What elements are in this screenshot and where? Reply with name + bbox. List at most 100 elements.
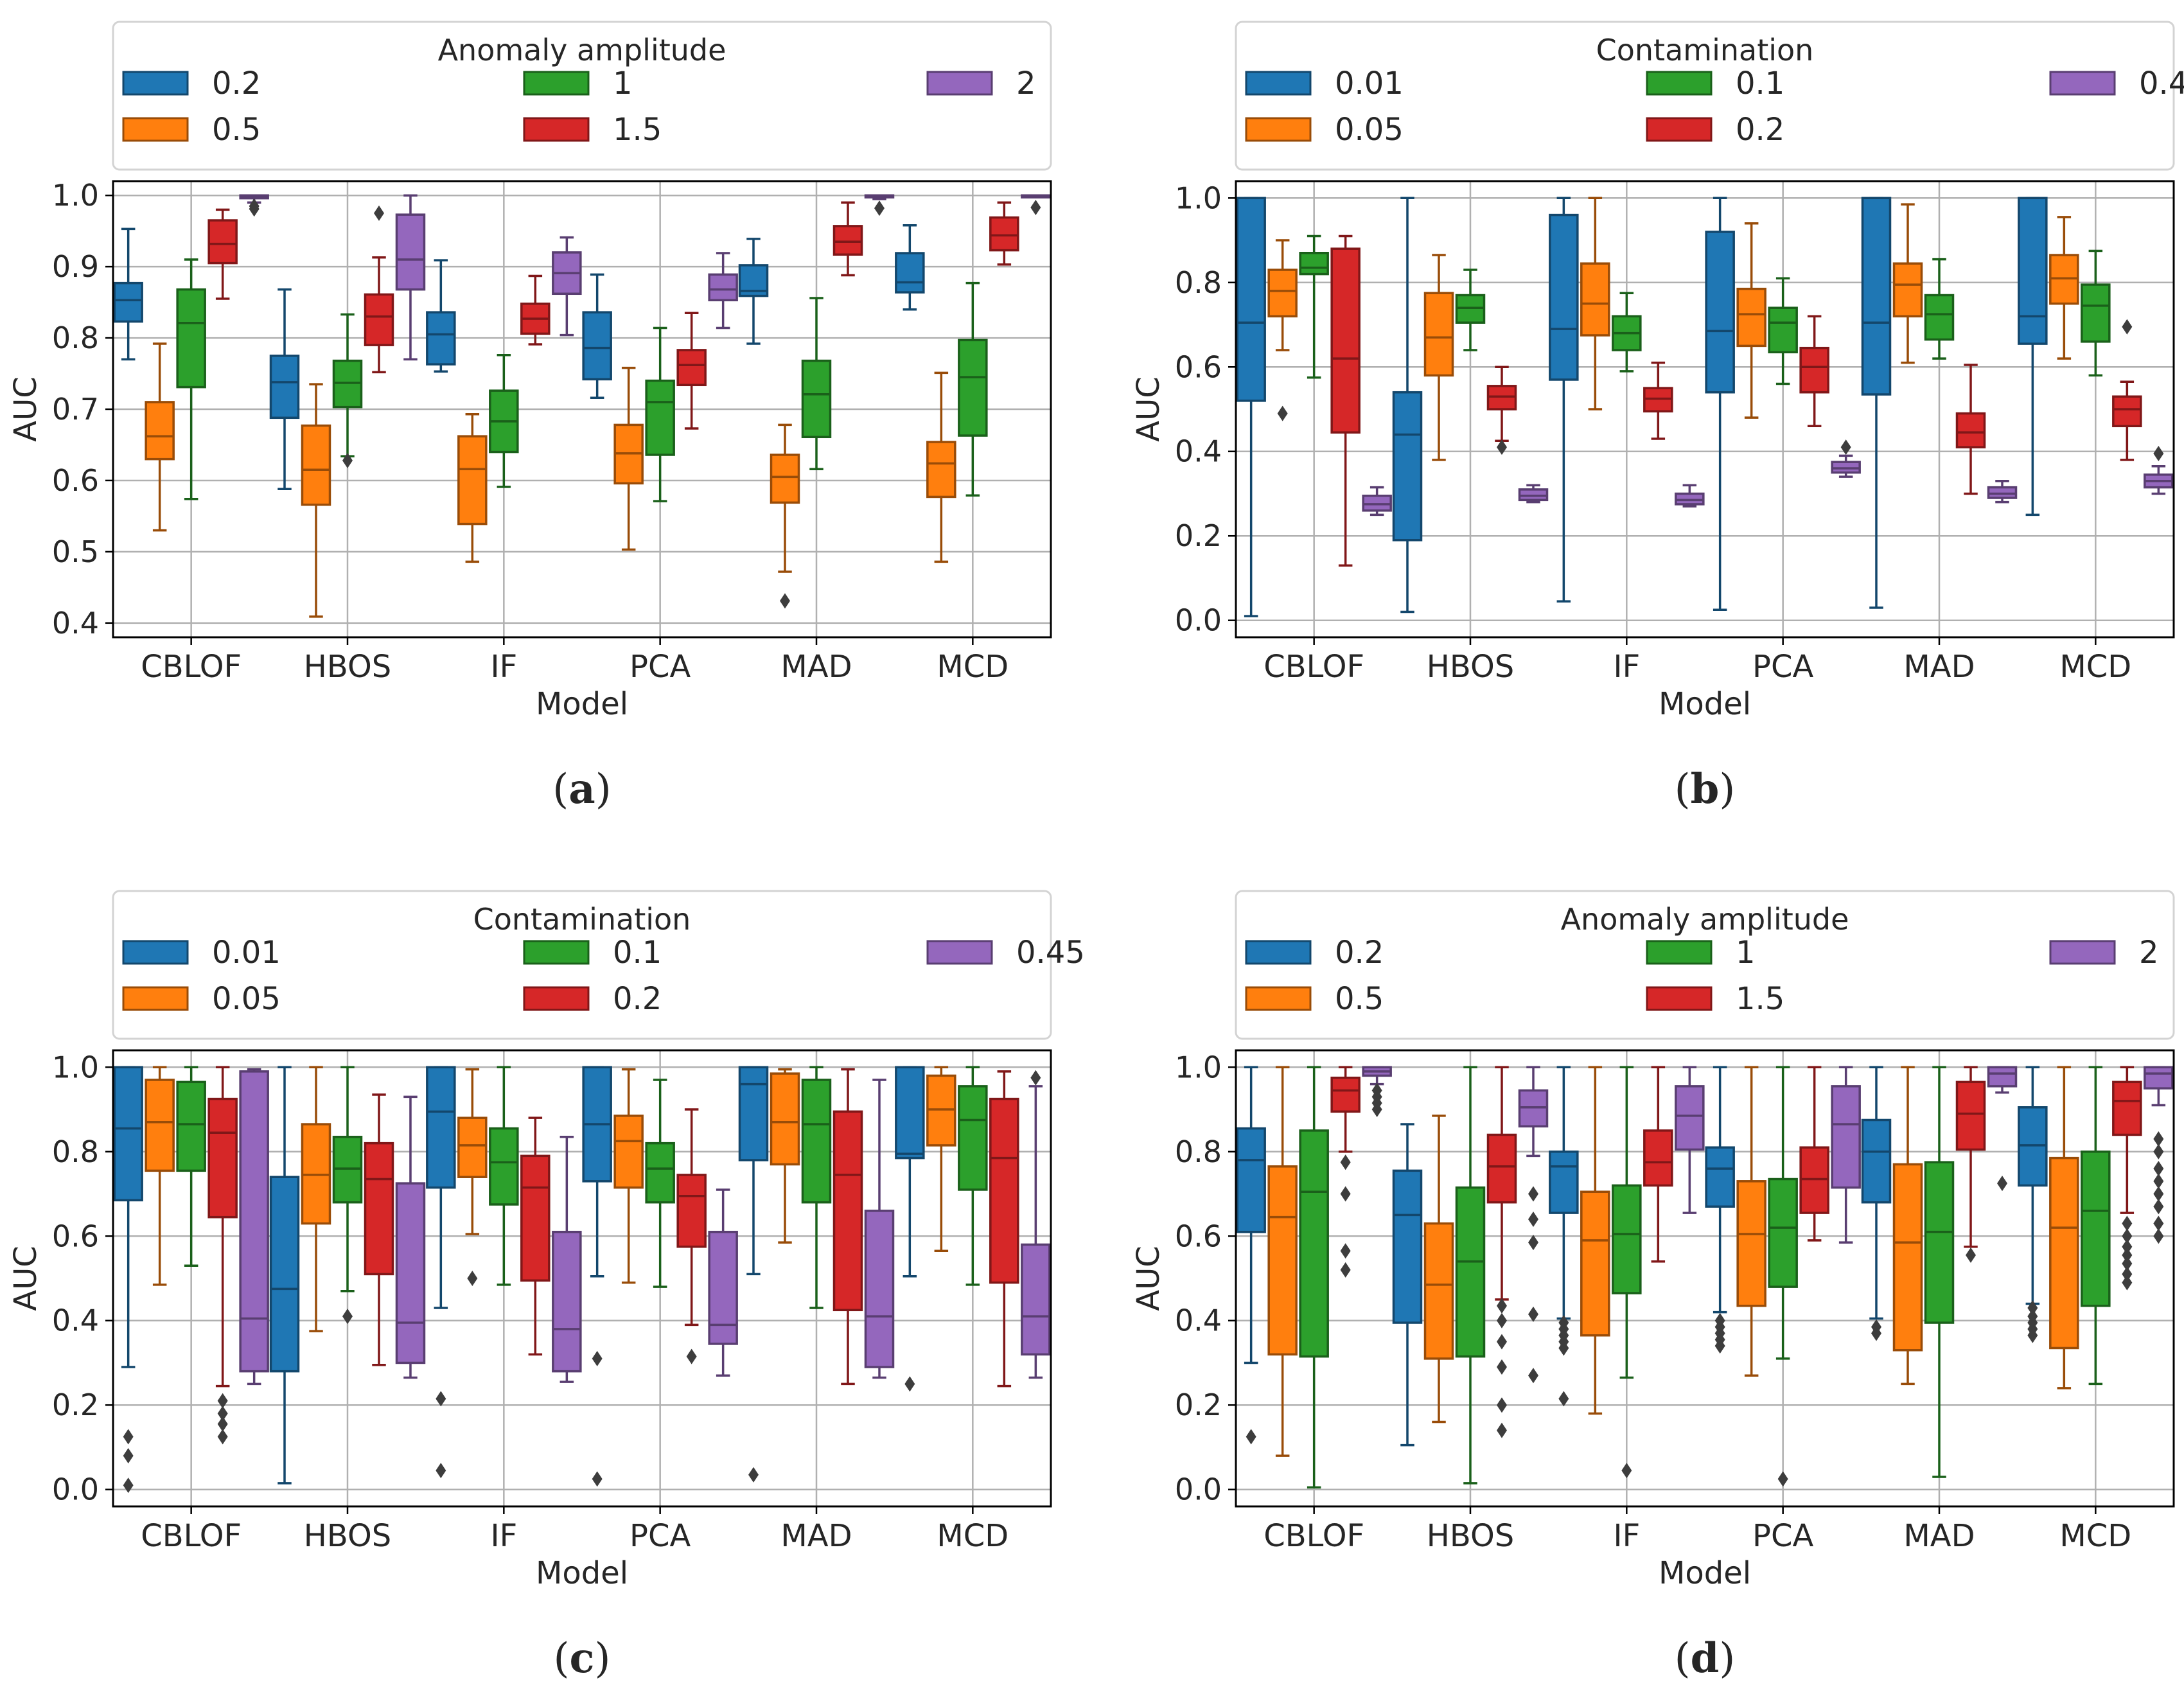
outlier-point <box>2153 1186 2164 1202</box>
box-0.1-HBOS <box>1455 269 1486 351</box>
caption-letter: d <box>1691 1634 1720 1682</box>
x-axis-label: Model <box>1659 686 1751 722</box>
x-tick-label: IF <box>490 649 517 685</box>
box <box>1736 287 1766 348</box>
legend-frame <box>1235 890 2175 1040</box>
legend-title: Anomaly amplitude <box>438 33 727 67</box>
legend-label-2: 1 <box>613 66 633 101</box>
outlier-point <box>123 1478 134 1494</box>
y-tick-label: 0.6 <box>52 463 99 498</box>
box <box>770 1072 800 1166</box>
box-1-MAD <box>801 297 832 470</box>
legend-swatch-2 <box>1646 71 1713 96</box>
outlier-point <box>1497 1397 1507 1413</box>
outlier-point <box>1871 1325 1881 1341</box>
box <box>364 1142 394 1276</box>
box <box>457 435 488 525</box>
x-tick-label: PCA <box>1752 649 1813 685</box>
box <box>1892 262 1923 318</box>
outlier-point <box>1371 1102 1382 1118</box>
y-axis-label: AUC <box>8 1246 44 1310</box>
box-0.2-CBLOF <box>113 227 143 361</box>
legend-swatch-1 <box>1245 986 1312 1011</box>
outlier-point <box>217 1416 228 1432</box>
outlier-point <box>2153 1199 2164 1215</box>
box-1.5-IF <box>520 274 550 346</box>
box-0.05-MAD <box>770 1068 800 1244</box>
box <box>770 454 800 504</box>
box-1-CBLOF <box>1299 1066 1329 1489</box>
y-tick-label: 0.8 <box>52 1134 99 1169</box>
legend-title: Contamination <box>1596 33 1814 67</box>
box-0.01-HBOS <box>1392 197 1423 613</box>
box <box>1549 1151 1579 1214</box>
box-0.5-CBLOF <box>1267 1066 1298 1457</box>
y-tick-label: 0.4 <box>52 1303 99 1338</box>
box-0.05-PCA <box>613 1068 644 1284</box>
box <box>426 311 456 366</box>
outlier-point <box>748 1467 759 1483</box>
box-0.2-MAD <box>1955 364 1986 495</box>
box <box>457 1116 488 1178</box>
outlier-point <box>2122 1228 2133 1244</box>
legend-swatch-4 <box>926 71 993 96</box>
legend-label-1: 0.5 <box>1335 981 1384 1017</box>
legend-swatch-1 <box>1245 117 1312 142</box>
box-0.5-MAD <box>770 423 800 609</box>
box-0.2-CBLOF <box>207 1066 238 1445</box>
box <box>113 281 143 323</box>
outlier-point <box>123 1429 134 1445</box>
outlier-point <box>1497 1334 1507 1350</box>
caption-close-paren: ) <box>594 1635 610 1682</box>
outlier-point <box>1714 1338 1725 1354</box>
box-0.2-MCD <box>989 1070 1019 1388</box>
box-0.2-IF <box>426 259 456 373</box>
box <box>552 1230 582 1373</box>
x-tick-label: CBLOF <box>1264 649 1364 685</box>
box <box>1236 197 1266 402</box>
box-2-MCD <box>1021 194 1051 216</box>
box-series <box>1236 197 2174 617</box>
x-tick-label: PCA <box>1752 1518 1813 1554</box>
box-2-MAD <box>864 194 895 216</box>
box-1-CBLOF <box>176 258 206 500</box>
box-0.2-IF <box>1549 1066 1579 1407</box>
box-series <box>1236 1066 2174 1489</box>
box-0.5-PCA <box>1736 1066 1766 1377</box>
box <box>708 273 738 302</box>
box <box>989 216 1019 252</box>
y-tick-label: 0.8 <box>1175 265 1222 300</box>
box-1-MCD <box>958 281 988 497</box>
plot-frame <box>1235 1049 2175 1508</box>
outlier-point <box>2122 1247 2133 1263</box>
outlier-point <box>123 1448 134 1464</box>
box-1.5-MCD <box>2112 1066 2142 1291</box>
x-tick-label: HBOS <box>1427 1518 1514 1554</box>
legend-frame <box>112 21 1052 171</box>
box-0.45-CBLOF <box>239 1068 269 1386</box>
box <box>801 359 832 439</box>
box-1-IF <box>1612 1066 1642 1479</box>
y-tick-label: 0.2 <box>1175 518 1222 553</box>
outlier-point <box>2153 1131 2164 1147</box>
outlier-point <box>2122 1266 2133 1282</box>
outlier-point <box>1497 1312 1507 1328</box>
box-1-HBOS <box>332 313 363 468</box>
box <box>1987 1066 2018 1088</box>
caption-open-paren: ( <box>1675 766 1691 813</box>
plot-background <box>1236 1050 2174 1506</box>
outlier-point <box>467 1271 478 1286</box>
box-2-PCA <box>708 252 738 330</box>
box-0.5-MAD <box>1892 1066 1923 1386</box>
box <box>1768 1178 1798 1288</box>
box <box>1549 213 1579 381</box>
box-1.5-MCD <box>989 201 1019 266</box>
box <box>1675 1085 1705 1151</box>
box <box>2018 197 2048 345</box>
legend-label-0: 0.2 <box>212 66 261 101</box>
caption-open-paren: ( <box>1675 1635 1691 1682</box>
y-tick-label: 0.0 <box>52 1472 99 1507</box>
box <box>1021 1243 1051 1356</box>
box-0.05-IF <box>457 1068 488 1286</box>
